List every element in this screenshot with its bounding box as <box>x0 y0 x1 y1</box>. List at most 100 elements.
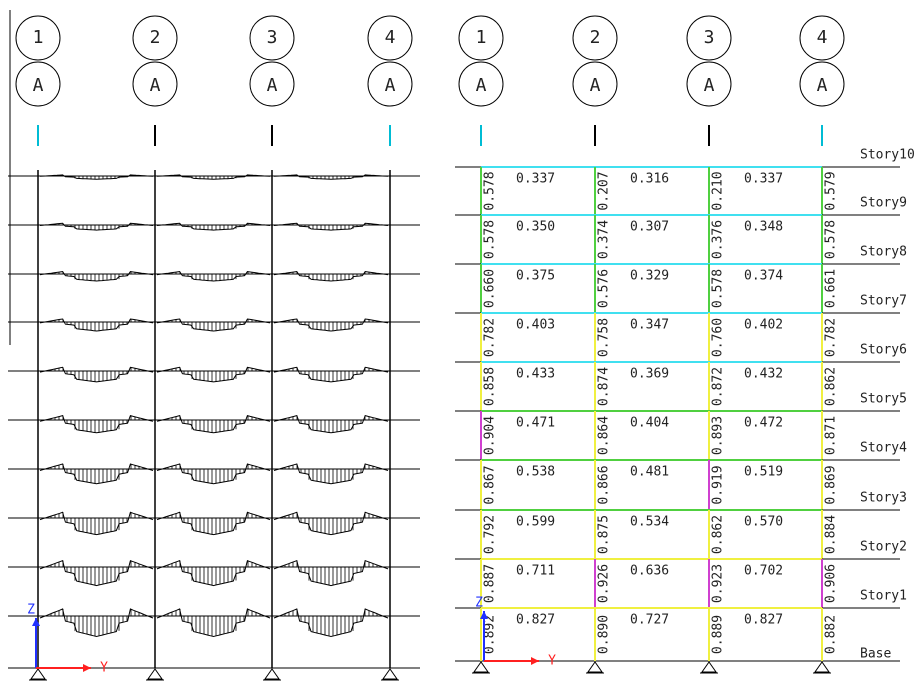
column-ratio: 0.578 <box>824 220 839 259</box>
beam-ratio: 0.402 <box>744 318 783 333</box>
column-ratio: 0.906 <box>824 564 839 603</box>
moment-curve <box>156 222 271 231</box>
grid-bubble <box>799 61 845 107</box>
story-label: Story10 <box>860 148 915 163</box>
story-label: Story3 <box>860 491 907 506</box>
beam-ratio: 0.711 <box>516 564 555 579</box>
moment-curve <box>39 271 154 282</box>
moment-hatch <box>42 318 152 331</box>
column-ratio: 0.374 <box>597 220 612 259</box>
story-label: Story4 <box>860 441 907 456</box>
column-ratio: 0.875 <box>597 515 612 554</box>
grid-bubble <box>132 61 178 107</box>
support <box>381 668 399 681</box>
beam-ratio: 0.519 <box>744 465 783 480</box>
moment-curve <box>39 414 154 434</box>
moment-hatch <box>42 512 152 535</box>
column-ratio: 0.884 <box>824 515 839 554</box>
grid-bubble <box>367 15 413 61</box>
moment-curve <box>273 271 389 282</box>
beam-ratio: 0.570 <box>744 515 783 530</box>
column-ratio: 0.661 <box>824 269 839 308</box>
moment-hatch <box>276 560 386 586</box>
moment-hatch <box>42 608 152 637</box>
grid-bubble <box>686 15 732 61</box>
column-ratio: 0.760 <box>711 318 726 357</box>
column-ratio: 0.904 <box>483 416 498 455</box>
beam-ratio: 0.481 <box>630 465 669 480</box>
moment-hatch <box>42 463 152 484</box>
row-label: A <box>590 75 601 96</box>
moment-hatch <box>159 608 269 637</box>
support <box>586 661 604 674</box>
column-ratio: 0.862 <box>824 367 839 406</box>
arrow <box>531 657 539 665</box>
moment-hatch <box>159 174 269 180</box>
column-ratio: 0.862 <box>711 515 726 554</box>
beam-ratio: 0.348 <box>744 220 783 235</box>
moment-curve <box>39 222 154 231</box>
column-ratio: 0.578 <box>483 171 498 210</box>
grid-label: 1 <box>476 27 487 48</box>
moment-curve <box>39 366 154 383</box>
grid-bubble <box>572 15 618 61</box>
column-ratio: 0.869 <box>824 465 839 504</box>
grid-label: 2 <box>590 27 601 48</box>
beam-ratio: 0.827 <box>744 613 783 628</box>
column-ratio: 0.923 <box>711 564 726 603</box>
column-ratio: 0.782 <box>824 318 839 357</box>
row-label: A <box>704 75 715 96</box>
moment-hatch <box>276 174 386 180</box>
support <box>146 668 164 681</box>
moment-curve <box>273 608 389 638</box>
moment-hatch <box>42 223 152 230</box>
column-ratio: 0.858 <box>483 367 498 406</box>
column-ratio: 0.867 <box>483 465 498 504</box>
beam-ratio: 0.375 <box>516 269 555 284</box>
beam-ratio: 0.538 <box>516 465 555 480</box>
moment-hatch <box>276 271 386 281</box>
moment-hatch <box>276 223 386 230</box>
beam-ratio: 0.337 <box>744 172 783 187</box>
moment-curve <box>156 511 271 536</box>
moment-hatch <box>159 560 269 586</box>
column-ratio: 0.872 <box>711 367 726 406</box>
column-ratio: 0.926 <box>597 564 612 603</box>
row-label: A <box>267 75 278 96</box>
moment-curve <box>273 414 389 434</box>
moment-curve <box>39 560 154 587</box>
column-ratio: 0.882 <box>824 615 839 654</box>
column-ratio: 0.887 <box>483 564 498 603</box>
column-ratio: 0.919 <box>711 465 726 504</box>
moment-hatch <box>159 318 269 331</box>
moment-hatch <box>276 415 386 433</box>
column-ratio: 0.890 <box>597 615 612 654</box>
moment-curve <box>156 560 271 587</box>
column-ratio: 0.758 <box>597 318 612 357</box>
column-ratio: 0.207 <box>597 171 612 210</box>
beam-ratio: 0.369 <box>630 367 669 382</box>
beam-ratio: 0.433 <box>516 367 555 382</box>
grid-bubble <box>458 15 504 61</box>
grid-label: 1 <box>33 27 44 48</box>
moment-curve <box>39 511 154 536</box>
grid-label: 2 <box>150 27 161 48</box>
column-ratio: 0.866 <box>597 465 612 504</box>
beam-ratio: 0.534 <box>630 515 669 530</box>
grid-bubble <box>572 61 618 107</box>
column-ratio: 0.660 <box>483 269 498 308</box>
grid-label: 3 <box>267 27 278 48</box>
moment-curve <box>156 608 271 638</box>
moment-curve <box>273 463 389 485</box>
row-label: A <box>385 75 396 96</box>
moment-curve <box>39 463 154 485</box>
moment-hatch <box>42 415 152 433</box>
grid-bubble <box>799 15 845 61</box>
moment-curve <box>156 366 271 383</box>
moment-hatch <box>42 271 152 281</box>
moment-hatch <box>276 512 386 535</box>
column-ratio: 0.376 <box>711 220 726 259</box>
grid-bubble <box>132 15 178 61</box>
moment-curve <box>39 608 154 638</box>
beam-ratio: 0.702 <box>744 564 783 579</box>
